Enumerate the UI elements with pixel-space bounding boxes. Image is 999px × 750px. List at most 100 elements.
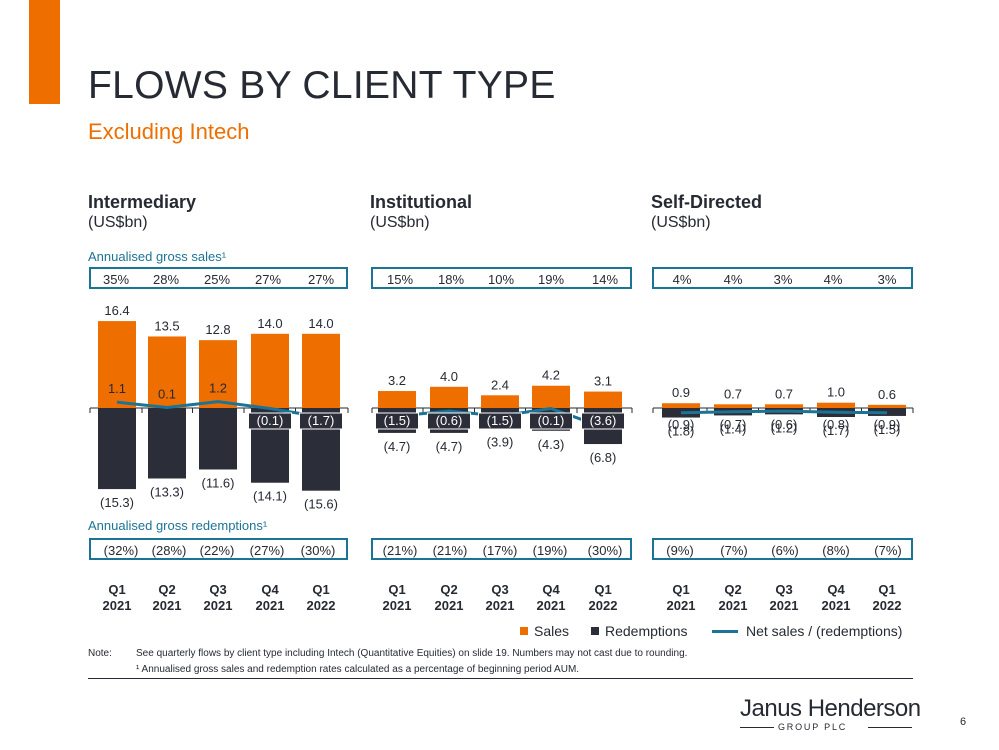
category-quarter-label: Q2 bbox=[440, 582, 457, 597]
redemption-rate: (30%) bbox=[300, 543, 336, 558]
sales-rate-box-institutional: 15% 18% 10% 19% 14% bbox=[371, 267, 632, 289]
panel-unit-self-directed: (US$bn) bbox=[651, 214, 711, 231]
redemption-rate: (19%) bbox=[532, 543, 568, 558]
sales-rate: 4% bbox=[723, 272, 743, 287]
net-value-label: (1.5) bbox=[487, 413, 514, 428]
sales-rate: 4% bbox=[672, 272, 692, 287]
sales-value-label: 13.5 bbox=[154, 318, 179, 333]
sales-rate: 25% bbox=[203, 272, 231, 287]
logo-sub: GROUP PLC bbox=[778, 722, 848, 732]
category-year-label: 2021 bbox=[719, 598, 748, 613]
sales-rate: 14% bbox=[591, 272, 619, 287]
redemption-rate: (9%) bbox=[666, 543, 694, 558]
category-quarter-label: Q1 bbox=[594, 582, 611, 597]
sales-value-label: 0.7 bbox=[775, 386, 793, 401]
legend-swatch-net bbox=[712, 629, 738, 633]
net-value-label-bg bbox=[248, 412, 292, 430]
sales-value-label: 14.0 bbox=[308, 316, 333, 331]
category-year-label: 2021 bbox=[822, 598, 851, 613]
sales-bar bbox=[378, 391, 416, 408]
sales-rate: 15% bbox=[386, 272, 414, 287]
logo-name: Janus Henderson bbox=[740, 695, 921, 722]
redemption-bar bbox=[662, 408, 700, 418]
logo-rule-right bbox=[868, 727, 912, 728]
net-value-label: (0.1) bbox=[538, 413, 565, 428]
redemption-value-label: (13.3) bbox=[150, 484, 184, 499]
redemption-rate: (27%) bbox=[249, 543, 285, 558]
category-quarter-label: Q2 bbox=[724, 582, 741, 597]
sales-rate: 27% bbox=[307, 272, 335, 287]
redemption-value-label: (4.7) bbox=[436, 439, 463, 454]
logo-rule-left bbox=[740, 727, 774, 728]
net-value-label: 1.1 bbox=[108, 381, 126, 396]
net-value-label: (0.7) bbox=[720, 417, 747, 432]
sales-bar bbox=[868, 404, 906, 408]
redemption-rate: (32%) bbox=[103, 543, 139, 558]
net-value-label-bg bbox=[529, 412, 573, 430]
sales-rate: 4% bbox=[823, 272, 843, 287]
net-value-label-bg bbox=[581, 412, 625, 430]
net-value-label: (0.6) bbox=[771, 417, 798, 432]
category-quarter-label: Q1 bbox=[108, 582, 125, 597]
sales-rate: 27% bbox=[254, 272, 282, 287]
category-year-label: 2021 bbox=[770, 598, 799, 613]
sales-bar bbox=[532, 385, 570, 408]
redemption-value-label: (15.3) bbox=[100, 495, 134, 510]
legend-item-net: Net sales / (redemptions) bbox=[712, 623, 902, 639]
legend-swatch-redemptions bbox=[591, 627, 599, 635]
category-quarter-label: Q2 bbox=[158, 582, 175, 597]
redemption-value-label: (6.8) bbox=[590, 450, 617, 465]
redemption-rate-box-institutional: (21%) (21%) (17%) (19%) (30%) bbox=[371, 538, 632, 560]
panel-title-intermediary: Intermediary bbox=[88, 192, 197, 212]
net-value-label: (0.9) bbox=[668, 417, 695, 432]
category-year-label: 2021 bbox=[153, 598, 182, 613]
redemption-rate: (7%) bbox=[874, 543, 902, 558]
category-year-label: 2021 bbox=[667, 598, 696, 613]
legend-label-net: Net sales / (redemptions) bbox=[746, 623, 903, 639]
redemption-value-label: (1.8) bbox=[668, 424, 695, 439]
net-value-label-bg bbox=[375, 412, 419, 430]
redemption-value-label: (14.1) bbox=[253, 489, 287, 504]
category-year-label: 2021 bbox=[537, 598, 566, 613]
redemption-value-label: (1.5) bbox=[874, 422, 901, 437]
panel-title-institutional: Institutional bbox=[370, 192, 472, 212]
category-year-label: 2021 bbox=[435, 598, 464, 613]
sales-value-label: 4.0 bbox=[440, 369, 458, 384]
category-quarter-label: Q1 bbox=[672, 582, 689, 597]
redemption-rate: (22%) bbox=[199, 543, 235, 558]
category-year-label: 2022 bbox=[589, 598, 618, 613]
sales-bar bbox=[148, 336, 186, 408]
sales-rate-box-self-directed: 4% 4% 3% 4% 3% bbox=[652, 267, 913, 289]
redemption-rate: (21%) bbox=[382, 543, 418, 558]
sales-bar bbox=[714, 404, 752, 408]
sales-rate-label: Annualised gross sales¹ bbox=[88, 249, 227, 264]
sales-value-label: 14.0 bbox=[257, 316, 282, 331]
sales-value-label: 0.7 bbox=[724, 386, 742, 401]
legend-item-redemptions: Redemptions bbox=[591, 623, 688, 639]
net-value-label: 1.2 bbox=[209, 381, 227, 396]
net-value-label: (1.7) bbox=[308, 413, 335, 428]
category-quarter-label: Q1 bbox=[388, 582, 405, 597]
sales-value-label: 0.6 bbox=[878, 387, 896, 402]
redemption-rate: (6%) bbox=[771, 543, 799, 558]
category-year-label: 2021 bbox=[256, 598, 285, 613]
category-year-label: 2021 bbox=[383, 598, 412, 613]
net-value-label: (0.9) bbox=[874, 417, 901, 432]
redemption-bar bbox=[199, 408, 237, 470]
category-year-label: 2021 bbox=[103, 598, 132, 613]
redemption-rate: (8%) bbox=[822, 543, 850, 558]
redemption-rate: (17%) bbox=[482, 543, 518, 558]
accent-bar bbox=[29, 0, 60, 104]
sales-rate: 10% bbox=[487, 272, 515, 287]
net-value-label-bg bbox=[478, 412, 522, 430]
category-quarter-label: Q3 bbox=[491, 582, 508, 597]
redemption-rate-box-self-directed: (9%) (7%) (6%) (8%) (7%) bbox=[652, 538, 913, 560]
net-value-label-bg bbox=[299, 412, 343, 430]
redemption-value-label: (4.3) bbox=[538, 437, 565, 452]
redemption-value-label: (11.6) bbox=[202, 475, 235, 490]
redemption-bar bbox=[98, 408, 136, 490]
legend-item-sales: Sales bbox=[520, 623, 569, 639]
category-quarter-label: Q3 bbox=[775, 582, 792, 597]
sales-value-label: 2.4 bbox=[491, 377, 509, 392]
